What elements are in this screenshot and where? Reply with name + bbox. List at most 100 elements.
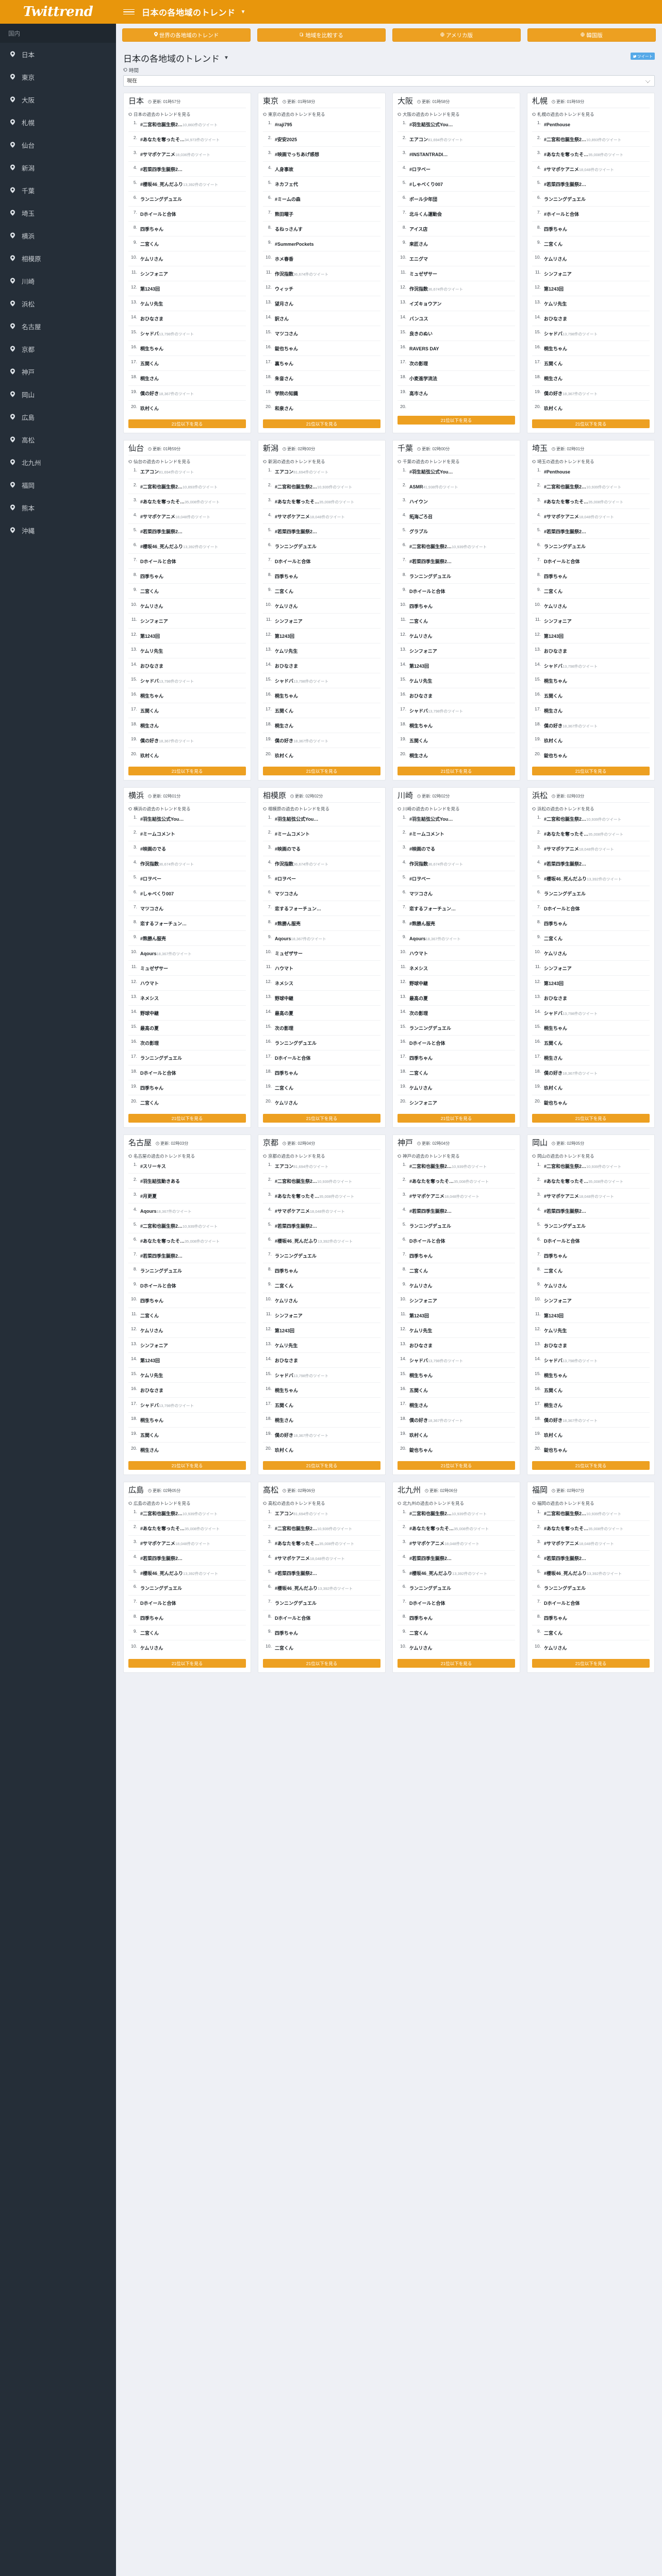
trend-name[interactable]: ランニングデュエル bbox=[409, 574, 452, 579]
trend-name[interactable]: 玖村くん bbox=[544, 1433, 563, 1438]
trend-list-item[interactable]: 11. ミュゼザサー bbox=[128, 960, 246, 975]
trend-list-item[interactable]: 17. ランニングデュエル bbox=[128, 1050, 246, 1065]
trend-list-item[interactable]: 7. Dホイールと合体 bbox=[128, 553, 246, 568]
trend-list-item[interactable]: 15. 桐生ちゃん bbox=[398, 1367, 515, 1382]
trend-name[interactable]: 五関くん bbox=[140, 708, 159, 714]
tweet-button[interactable]: ツイート bbox=[631, 53, 655, 60]
trend-name[interactable]: 僕の好き bbox=[140, 391, 159, 396]
trend-name[interactable]: #櫻坂46_死んだふり bbox=[275, 1239, 318, 1244]
trend-list-item[interactable]: 19. 五関くん bbox=[398, 733, 515, 748]
trend-name[interactable]: ミュゼザサー bbox=[140, 966, 169, 971]
trend-name[interactable]: 作況指数 bbox=[409, 861, 428, 867]
trend-list-item[interactable]: 3. #あなたを奪ったそ…35,008件のツイート bbox=[532, 494, 650, 509]
trend-name[interactable]: ランニングデュエル bbox=[544, 1586, 586, 1591]
trend-name[interactable]: 僕の好き bbox=[544, 391, 563, 396]
trend-name[interactable]: 第1243回 bbox=[275, 634, 295, 639]
trend-name[interactable]: #あなたを奪ったそ… bbox=[140, 137, 185, 142]
trend-name[interactable]: シャドバ bbox=[544, 1358, 563, 1363]
trend-list-item[interactable]: 8. ランニングデュエル bbox=[398, 568, 515, 583]
trend-name[interactable]: 学院の知識 bbox=[275, 391, 299, 396]
trend-name[interactable]: ランニングデュエル bbox=[275, 1253, 317, 1259]
trend-name[interactable]: 四季ちゃん bbox=[544, 1616, 568, 1621]
trend-name[interactable]: ネメシス bbox=[275, 981, 294, 986]
trend-list-item[interactable]: 15. シャドバ13,798件のツイート bbox=[263, 673, 380, 688]
trend-list-item[interactable]: 11. 二宮くん bbox=[128, 1308, 246, 1323]
trend-name[interactable]: 望月さん bbox=[275, 301, 294, 307]
trend-list-item[interactable]: 19. 五関くん bbox=[128, 1427, 246, 1442]
trend-name[interactable]: #二宮和也誕生祭2… bbox=[544, 817, 587, 822]
trend-name[interactable]: #若菜四季生誕祭2… bbox=[275, 1224, 318, 1229]
trend-name[interactable]: Dホイールと合体 bbox=[409, 1601, 445, 1606]
trend-list-item[interactable]: 1. #Penthouse bbox=[532, 119, 650, 131]
trend-list-item[interactable]: 7. 恋するフォーチュン… bbox=[263, 901, 380, 916]
trend-name[interactable]: #若菜四季生誕祭2… bbox=[275, 1571, 318, 1576]
trend-list-item[interactable]: 17. 次の影理 bbox=[398, 355, 515, 370]
trend-list-item[interactable]: 4. 人身事故 bbox=[263, 161, 380, 176]
past-trends-link[interactable]: 新潟の過去のトレンドを見る bbox=[263, 455, 380, 466]
trend-list-item[interactable]: 6. #櫻坂46_死んだふり13,392件のツイート bbox=[263, 1233, 380, 1248]
trend-name[interactable]: 第1243回 bbox=[140, 1358, 160, 1363]
trend-list-item[interactable]: 17. シャドバ13,798件のツイート bbox=[128, 1397, 246, 1412]
trend-list-item[interactable]: 20. 錠也ちゃん bbox=[398, 1442, 515, 1457]
trend-name[interactable]: Aqours bbox=[140, 1209, 157, 1214]
trend-list-item[interactable]: 13. ケムリ先生 bbox=[263, 643, 380, 658]
trend-list-item[interactable]: 6. ランニングデュエル bbox=[263, 538, 380, 553]
sidebar-item-17[interactable]: 高松 bbox=[0, 428, 116, 451]
trend-name[interactable]: 第1243回 bbox=[544, 981, 564, 986]
show-more-button[interactable]: 21位以下を見る bbox=[263, 419, 380, 428]
trend-list-item[interactable]: 10. 二宮くん bbox=[263, 1640, 380, 1655]
trend-name[interactable]: シャドバ bbox=[409, 1358, 428, 1363]
trend-list-item[interactable]: 16. RAVERS DAY bbox=[398, 341, 515, 355]
trend-name[interactable]: 五関くん bbox=[544, 693, 563, 699]
trend-list-item[interactable]: 18. 桐生さん bbox=[532, 370, 650, 385]
trend-name[interactable]: #ロヲベー bbox=[140, 876, 162, 882]
trend-name[interactable]: #あなたを奪ったそ… bbox=[544, 152, 589, 157]
trend-list-item[interactable]: 16. 桐生ちゃん bbox=[263, 1382, 380, 1397]
trend-name[interactable]: #二宮和也誕生祭2… bbox=[140, 1511, 183, 1516]
trend-list-item[interactable]: 4. #若菜四季生誕祭2… bbox=[128, 161, 246, 176]
trend-name[interactable]: #櫻坂46_死んだふり bbox=[409, 1571, 453, 1576]
past-trends-link[interactable]: 高松の過去のトレンドを見る bbox=[263, 1497, 380, 1508]
trend-list-item[interactable]: 10. ハウマト bbox=[398, 945, 515, 960]
trend-name[interactable]: #しゃべくり007 bbox=[140, 891, 174, 896]
trend-name[interactable]: シンフォニア bbox=[409, 1298, 437, 1303]
trend-name[interactable]: 小麦進学流法 bbox=[409, 376, 438, 381]
trend-list-item[interactable]: 3. #映画でっちあげ感想 bbox=[263, 146, 380, 161]
show-more-button[interactable]: 21位以下を見る bbox=[128, 1659, 246, 1668]
trend-name[interactable]: おひなさま bbox=[275, 1358, 299, 1363]
trend-list-item[interactable]: 11. ミュゼザサー bbox=[398, 266, 515, 281]
trend-list-item[interactable]: 6. #しゃべくり007 bbox=[128, 886, 246, 901]
show-more-button[interactable]: 21位以下を見る bbox=[398, 1114, 515, 1123]
trend-name[interactable]: おひなさま bbox=[275, 664, 299, 669]
trend-name[interactable]: ケムリさん bbox=[409, 1283, 433, 1289]
trend-list-item[interactable]: 3. #映画のでる bbox=[128, 841, 246, 856]
trend-list-item[interactable]: 9. 二宮くん bbox=[398, 1625, 515, 1640]
trend-name[interactable]: #あなたを奪ったそ… bbox=[140, 1239, 185, 1244]
trend-name[interactable]: ケムリ先生 bbox=[544, 1328, 567, 1333]
trend-name[interactable]: #羽生結弦公式You… bbox=[140, 817, 184, 822]
trend-name[interactable]: 作況指数 bbox=[140, 861, 159, 867]
trend-list-item[interactable]: 10. ケムリさん bbox=[128, 251, 246, 266]
trend-name[interactable]: 錠也ちゃん bbox=[275, 346, 299, 351]
trend-name[interactable]: バンユス bbox=[409, 316, 428, 321]
trend-list-item[interactable]: 11. シンフォニア bbox=[532, 613, 650, 628]
past-trends-link[interactable]: 札幌の過去のトレンドを見る bbox=[532, 108, 650, 119]
trend-name[interactable]: 桐生さん bbox=[409, 1403, 428, 1408]
trend-name[interactable]: 四季ちゃん bbox=[409, 1253, 433, 1259]
trend-name[interactable]: ケムリさん bbox=[140, 604, 163, 609]
trend-name[interactable]: 桐生ちゃん bbox=[544, 1373, 568, 1378]
trend-list-item[interactable]: 17. 五関くん bbox=[128, 703, 246, 718]
trend-list-item[interactable]: 7. 恋するフォーチュン… bbox=[398, 901, 515, 916]
trend-name[interactable]: 玖村くん bbox=[544, 738, 563, 743]
trend-name[interactable]: Dホイールと合体 bbox=[544, 1601, 580, 1606]
trend-list-item[interactable]: 6. ランニングデュエル bbox=[128, 1580, 246, 1595]
trend-name[interactable]: ネメシス bbox=[140, 996, 159, 1001]
quick-button-1[interactable]: 地域を比較する bbox=[257, 28, 386, 42]
trend-list-item[interactable]: 5. #櫻坂46_死んだふり13,392件のツイート bbox=[128, 1565, 246, 1580]
trend-name[interactable]: 四季ちゃん bbox=[275, 1268, 299, 1274]
trend-list-item[interactable]: 18. 桐生ちゃん bbox=[128, 1412, 246, 1427]
trend-list-item[interactable]: 3. #あなたを奪ったそ…35,008件のツイート bbox=[263, 494, 380, 509]
trend-list-item[interactable]: 4. #サマポケアニメ18,048件のツイート bbox=[128, 509, 246, 523]
trend-list-item[interactable]: 9. 二宮くん bbox=[532, 236, 650, 251]
trend-name[interactable]: シャドバ bbox=[544, 1011, 563, 1016]
